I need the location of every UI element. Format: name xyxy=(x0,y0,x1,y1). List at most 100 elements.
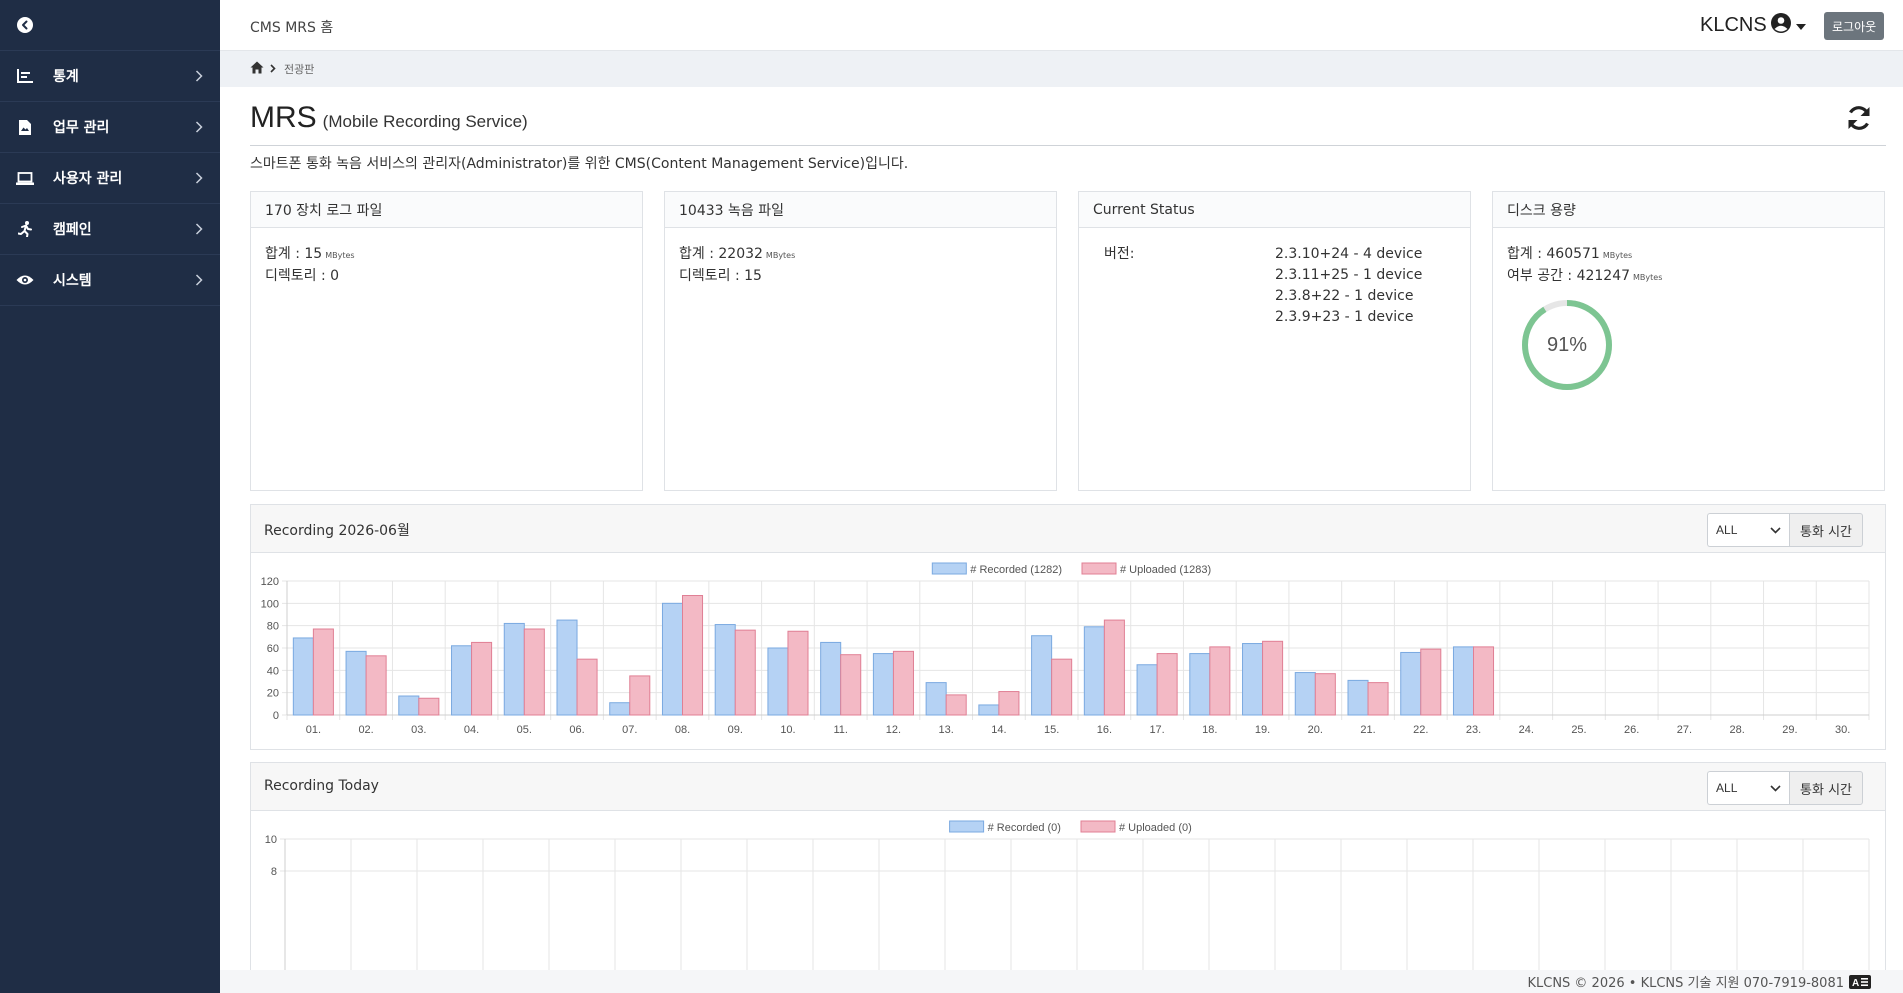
sidebar-item-label: 통계 xyxy=(53,69,79,85)
footer: KLCNS © 2026 • KLCNS 기술 지원 070-7919-8081… xyxy=(220,970,1903,993)
unit-label: MBytes xyxy=(1633,273,1663,282)
bar-chart-icon xyxy=(15,66,35,86)
version-label: 버전: xyxy=(1104,246,1135,262)
uploaded-bar xyxy=(1156,653,1178,716)
y-tick-label: 8 xyxy=(271,866,277,878)
page-title-subtitle: (Mobile Recording Service) xyxy=(322,112,528,131)
uploaded-bar xyxy=(1103,619,1125,716)
today-bar-chart: # Recorded (0) # Uploaded (0) 8 10 xyxy=(265,820,1870,993)
chart-legend: # Recorded (0) # Uploaded (0) xyxy=(949,820,1192,834)
recorded-bar xyxy=(1189,653,1211,716)
chevron-right-icon xyxy=(192,120,206,134)
legend-swatch xyxy=(1081,562,1117,575)
x-tick-label: 24. xyxy=(1519,724,1534,736)
x-tick-label: 20. xyxy=(1308,724,1323,736)
chevron-right-icon xyxy=(192,222,206,236)
y-tick-label: 40 xyxy=(267,665,279,677)
sidebar: 통계 업무 관리 사용자 관리 캠페인 시스템 xyxy=(0,0,220,993)
x-tick-label: 27. xyxy=(1677,724,1692,736)
call-time-button[interactable]: 통화 시간 xyxy=(1789,513,1863,547)
sidebar-item-user-management[interactable]: 사용자 관리 xyxy=(0,153,220,204)
sidebar-item-label: 시스템 xyxy=(53,273,92,289)
recorded-bar xyxy=(1294,672,1316,716)
logout-button[interactable]: 로그아웃 xyxy=(1824,12,1885,40)
accessibility-icon[interactable]: A xyxy=(1849,974,1871,989)
sidebar-item-system[interactable]: 시스템 xyxy=(0,255,220,306)
current-status-card: Current Status 버전: 2.3.10+24 - 4 device … xyxy=(1078,191,1471,491)
sidebar-item-work-management[interactable]: 업무 관리 xyxy=(0,102,220,153)
disk-usage-percent: 91% xyxy=(1546,333,1588,356)
device-filter-select[interactable]: ALL xyxy=(1707,771,1790,805)
x-tick-label: 28. xyxy=(1730,724,1745,736)
legend-label: # Uploaded (0) xyxy=(1119,822,1192,834)
recorded-bar xyxy=(978,704,1000,716)
chevron-right-icon xyxy=(192,273,206,287)
x-tick-label: 21. xyxy=(1360,724,1375,736)
uploaded-bar xyxy=(840,654,862,716)
x-tick-label: 18. xyxy=(1202,724,1217,736)
disk-free: 여부 공간 : 421247 xyxy=(1507,268,1631,284)
version-item: 2.3.10+24 - 4 device xyxy=(1275,246,1423,262)
recorded-bar xyxy=(503,622,525,716)
panel-title: Recording 2026-06월 xyxy=(264,523,410,539)
recorded-bar xyxy=(398,695,420,716)
version-item: 2.3.9+23 - 1 device xyxy=(1275,309,1414,325)
uploaded-bar xyxy=(787,630,809,716)
sidebar-collapse-icon[interactable] xyxy=(17,17,33,33)
laptop-icon xyxy=(15,168,35,188)
monthly-bar-chart: # Recorded (1282) # Uploaded (1283) 0 20 40 6… xyxy=(261,562,1870,736)
uploaded-bar xyxy=(629,675,651,716)
x-tick-label: 10. xyxy=(780,724,795,736)
x-tick-label: 16. xyxy=(1097,724,1112,736)
uploaded-bar xyxy=(945,694,967,716)
device-log-card: 170 장치 로그 파일 합계 : 15 MBytes 디렉토리 : 0 xyxy=(250,191,643,491)
recorded-bar xyxy=(451,645,473,716)
sidebar-item-statistics[interactable]: 통계 xyxy=(0,51,220,102)
card-title: 170 장치 로그 파일 xyxy=(251,192,642,228)
sidebar-item-label: 캠페인 xyxy=(53,222,92,238)
x-tick-label: 08. xyxy=(675,724,690,736)
page-title-main: MRS xyxy=(250,101,317,134)
chevron-right-icon xyxy=(192,69,206,83)
x-tick-label: 30. xyxy=(1835,724,1850,736)
select-value: ALL xyxy=(1716,781,1738,795)
uploaded-bar xyxy=(734,629,756,716)
uploaded-bar xyxy=(1420,648,1442,716)
disk-usage-gauge: 91% xyxy=(1520,298,1614,392)
uploaded-bar xyxy=(523,628,545,716)
y-tick-label: 10 xyxy=(265,834,277,846)
footer-text: KLCNS © 2026 • KLCNS 기술 지원 070-7919-8081 xyxy=(1527,976,1844,991)
x-tick-label: 15. xyxy=(1044,724,1059,736)
uploaded-bar xyxy=(1051,658,1073,716)
uploaded-bar xyxy=(365,655,387,716)
call-time-button[interactable]: 통화 시간 xyxy=(1789,771,1863,805)
recorded-bar xyxy=(609,702,631,716)
refresh-icon[interactable] xyxy=(1845,104,1875,134)
sidebar-item-campaign[interactable]: 캠페인 xyxy=(0,204,220,255)
uploaded-bar xyxy=(1367,682,1389,716)
chevron-right-icon xyxy=(192,171,206,185)
legend-label: # Recorded (0) xyxy=(988,822,1061,834)
unit-label: MBytes xyxy=(765,251,796,260)
card-title: 10433 녹음 파일 xyxy=(665,192,1056,228)
recorded-bar xyxy=(1242,643,1264,716)
user-menu-dropdown[interactable]: KLCNS xyxy=(1700,13,1806,38)
card-title: Current Status xyxy=(1079,192,1470,228)
main-content: MRS (Mobile Recording Service) 스마트폰 통화 녹… xyxy=(220,87,1903,993)
legend-swatch xyxy=(1080,820,1116,833)
x-tick-label: 23. xyxy=(1466,724,1481,736)
recorded-bar xyxy=(1347,679,1369,716)
user-circle-icon xyxy=(1770,13,1791,38)
device-filter-select[interactable]: ALL xyxy=(1707,513,1790,547)
disk-capacity-card: 디스크 용량 합계 : 460571 MBytes 여부 공간 : 421247 M… xyxy=(1492,191,1885,491)
chart-legend: # Recorded (1282) # Uploaded (1283) xyxy=(931,562,1211,576)
x-tick-label: 05. xyxy=(517,724,532,736)
version-item: 2.3.11+25 - 1 device xyxy=(1275,267,1423,283)
sidebar-item-label: 사용자 관리 xyxy=(53,171,123,187)
x-tick-label: 11. xyxy=(833,724,847,736)
home-icon[interactable] xyxy=(250,61,264,77)
recorded-bar xyxy=(925,682,947,716)
x-tick-label: 22. xyxy=(1413,724,1428,736)
home-title-link[interactable]: CMS MRS 홈 xyxy=(250,20,334,36)
recorded-bar xyxy=(556,619,578,716)
